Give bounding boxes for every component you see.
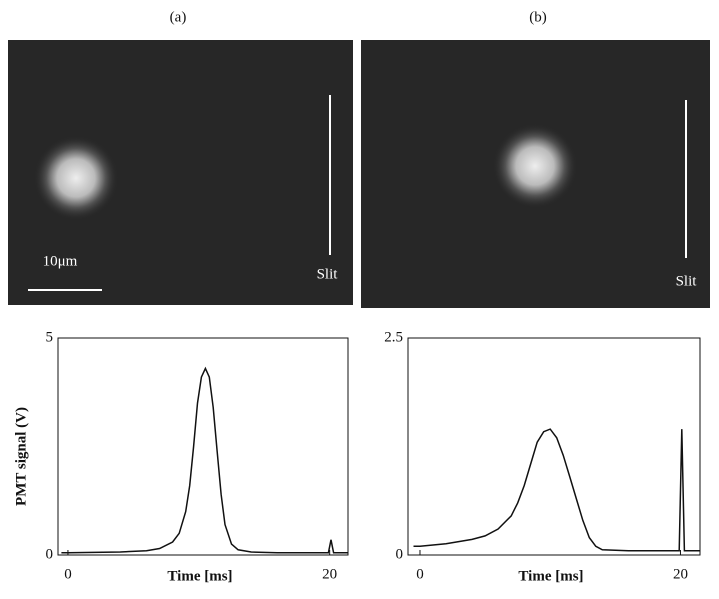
- x-tick-label: 20: [322, 566, 337, 582]
- x-axis-label: Time [ms]: [518, 568, 583, 584]
- panel-label: (a): [170, 9, 187, 25]
- x-tick-label: 20: [673, 566, 688, 582]
- x-axis-label: Time [ms]: [167, 568, 232, 584]
- signal-trace: [61, 366, 348, 554]
- y-axis-label: PMT signal (V): [13, 407, 29, 506]
- plot-frame: [57, 337, 349, 556]
- x-tick-label: 0: [64, 566, 72, 582]
- cell: [493, 124, 577, 208]
- slit-label: Slit: [317, 266, 339, 282]
- plot-frame: [407, 337, 701, 556]
- x-tick-label: 0: [416, 566, 424, 582]
- signal-trace: [413, 428, 700, 552]
- panel-label: (b): [529, 9, 547, 25]
- scale-label: 10μm: [43, 253, 78, 269]
- cell: [34, 136, 118, 220]
- slit-label: Slit: [676, 273, 698, 289]
- y-tick-label: 5: [46, 329, 54, 345]
- y-tick-label: 0: [396, 546, 404, 562]
- y-tick-label: 0: [46, 546, 54, 562]
- y-tick-label: 2.5: [384, 329, 403, 345]
